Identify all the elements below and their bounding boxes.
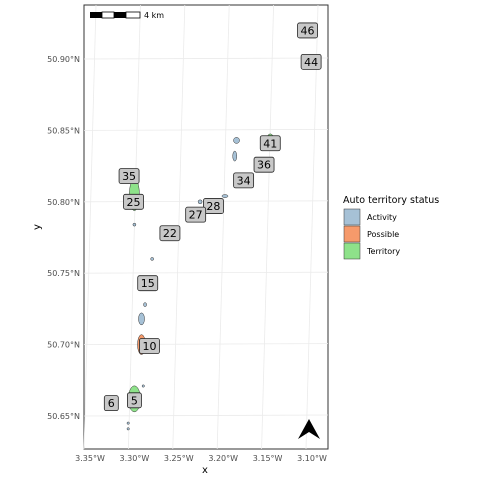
legend-label-activity: Activity bbox=[367, 213, 397, 222]
legend-label-possible: Possible bbox=[367, 230, 399, 239]
territory-patch-activity bbox=[143, 302, 147, 307]
legend-key-activity bbox=[343, 208, 361, 226]
y-tick-label: 50.65°N bbox=[47, 412, 80, 421]
territory-label-41: 41 bbox=[263, 137, 277, 150]
territory-labels: 46 44 41 36 34 35 28 25 27 22 15 10 6 5 bbox=[103, 22, 322, 412]
x-tick-label: 3.20°W bbox=[208, 454, 238, 463]
grid-line-lat bbox=[83, 271, 329, 274]
territory-label-box bbox=[300, 53, 322, 70]
territory-patch-activity bbox=[141, 384, 145, 388]
grid-line-lon bbox=[261, 4, 274, 450]
territory-label-28: 28 bbox=[206, 200, 220, 213]
y-tick-label: 50.85°N bbox=[47, 126, 80, 135]
legend-label-territory: Territory bbox=[366, 247, 400, 256]
territory-label-box bbox=[159, 225, 181, 242]
territory-label-44: 44 bbox=[304, 56, 318, 69]
x-tick-label: 3.10°W bbox=[297, 454, 327, 463]
territory-label-5: 5 bbox=[131, 394, 138, 407]
territory-label-box bbox=[137, 275, 159, 292]
y-axis-title: y bbox=[32, 224, 43, 230]
territory-label-box bbox=[139, 338, 160, 354]
grid-line-lon bbox=[305, 4, 319, 450]
territory-patch-activity bbox=[126, 427, 130, 431]
territory-patch-activity bbox=[132, 222, 137, 227]
scale-bar-label: 4 km bbox=[144, 11, 164, 20]
grid-line-lat bbox=[83, 57, 329, 60]
territory-label-15: 15 bbox=[141, 277, 155, 290]
territory-label-27: 27 bbox=[189, 209, 203, 222]
x-tick-label: 3.25°W bbox=[164, 454, 194, 463]
grid-line-lat bbox=[83, 128, 329, 131]
y-tick-label: 50.80°N bbox=[47, 198, 80, 207]
territory-label-box bbox=[297, 22, 318, 39]
territory-patch-activity bbox=[126, 421, 130, 425]
territory-label-box bbox=[118, 168, 140, 184]
x-tick-label: 3.15°W bbox=[253, 454, 283, 463]
territory-label-10: 10 bbox=[142, 340, 156, 353]
grid-line-lon bbox=[83, 4, 97, 450]
legend: Auto territory status Activity Possible … bbox=[343, 195, 439, 260]
y-tick-label: 50.70°N bbox=[47, 341, 80, 350]
y-axis-ticks: 50.65°N 50.70°N 50.75°N 50.80°N 50.85°N 50.90… bbox=[47, 55, 80, 421]
x-tick-label: 3.30°W bbox=[120, 454, 150, 463]
y-tick-label: 50.90°N bbox=[47, 55, 80, 64]
legend-key-possible bbox=[343, 225, 361, 243]
legend-title: Auto territory status bbox=[343, 195, 439, 206]
territory-label-box bbox=[253, 156, 275, 173]
grid-line-lat bbox=[83, 414, 329, 417]
territory-label-box bbox=[103, 395, 119, 412]
territory-label-46: 46 bbox=[301, 24, 315, 37]
scale-bar: 4 km bbox=[90, 11, 164, 20]
territory-label-34: 34 bbox=[237, 174, 251, 187]
y-tick-label: 50.75°N bbox=[47, 269, 80, 278]
x-axis-title: x bbox=[202, 465, 208, 476]
territory-label-36: 36 bbox=[257, 159, 271, 172]
grid-line-lon bbox=[128, 4, 141, 450]
grid-lines bbox=[83, 4, 329, 450]
territory-label-box bbox=[259, 135, 281, 152]
x-axis-ticks: 3.35°W 3.30°W 3.25°W 3.20°W 3.15°W 3.10°W bbox=[75, 454, 327, 463]
territory-label-22: 22 bbox=[163, 227, 177, 240]
territory-patch-activity bbox=[138, 312, 145, 326]
territory-label-box bbox=[203, 198, 224, 214]
territory-label-6: 6 bbox=[108, 397, 115, 410]
x-tick-label: 3.35°W bbox=[75, 454, 105, 463]
territory-label-box bbox=[123, 193, 144, 210]
territory-patch-activity bbox=[233, 137, 240, 144]
map-panel bbox=[83, 4, 329, 450]
territory-label-25: 25 bbox=[127, 196, 141, 209]
territory-patch-activity bbox=[232, 150, 237, 162]
legend-key-territory bbox=[343, 242, 361, 260]
grid-line-lat bbox=[83, 343, 329, 346]
territory-patch-activity bbox=[197, 199, 203, 205]
territory-patch-activity bbox=[221, 194, 229, 198]
north-arrow-icon bbox=[298, 419, 320, 439]
territory-label-box bbox=[127, 392, 142, 409]
territory-label-35: 35 bbox=[122, 170, 136, 183]
territory-patch-activity bbox=[150, 257, 154, 261]
grid-line-lon bbox=[216, 4, 230, 450]
territory-label-box bbox=[185, 206, 207, 223]
territory-label-box bbox=[233, 172, 255, 189]
